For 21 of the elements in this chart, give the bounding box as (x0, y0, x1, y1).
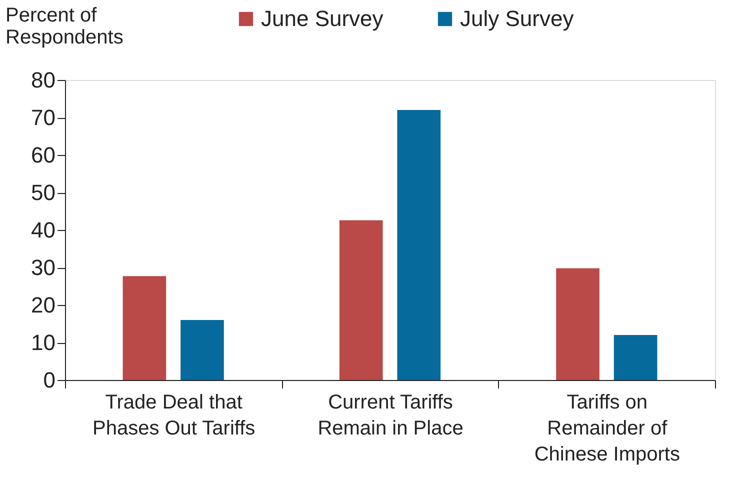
bar (556, 268, 600, 380)
y-tick-label: 70 (31, 105, 56, 130)
x-tick-label: Tariffs on Remainder of Chinese Imports (534, 392, 680, 466)
legend-label: June Survey (261, 6, 384, 31)
bar (180, 320, 224, 380)
legend-label: July Survey (460, 6, 574, 31)
y-axis-title: Percent of Respondents (6, 4, 124, 48)
y-tick-label: 60 (31, 142, 56, 168)
bar (614, 335, 658, 380)
bar (122, 276, 166, 380)
y-tick-label: 0 (43, 368, 56, 392)
bar (339, 220, 383, 380)
x-tick-label: Current Tariffs Remain in Place (318, 392, 464, 440)
bar (397, 110, 441, 380)
y-tick-label: 40 (31, 218, 56, 242)
y-tick-label: 80 (31, 68, 56, 92)
y-tick-label: 30 (31, 255, 56, 280)
y-tick-label: 50 (31, 180, 56, 205)
y-tick-label: 10 (31, 330, 56, 355)
y-tick-label: 20 (31, 292, 56, 318)
x-tick-label: Trade Deal that Phases Out Tariffs (92, 392, 256, 440)
